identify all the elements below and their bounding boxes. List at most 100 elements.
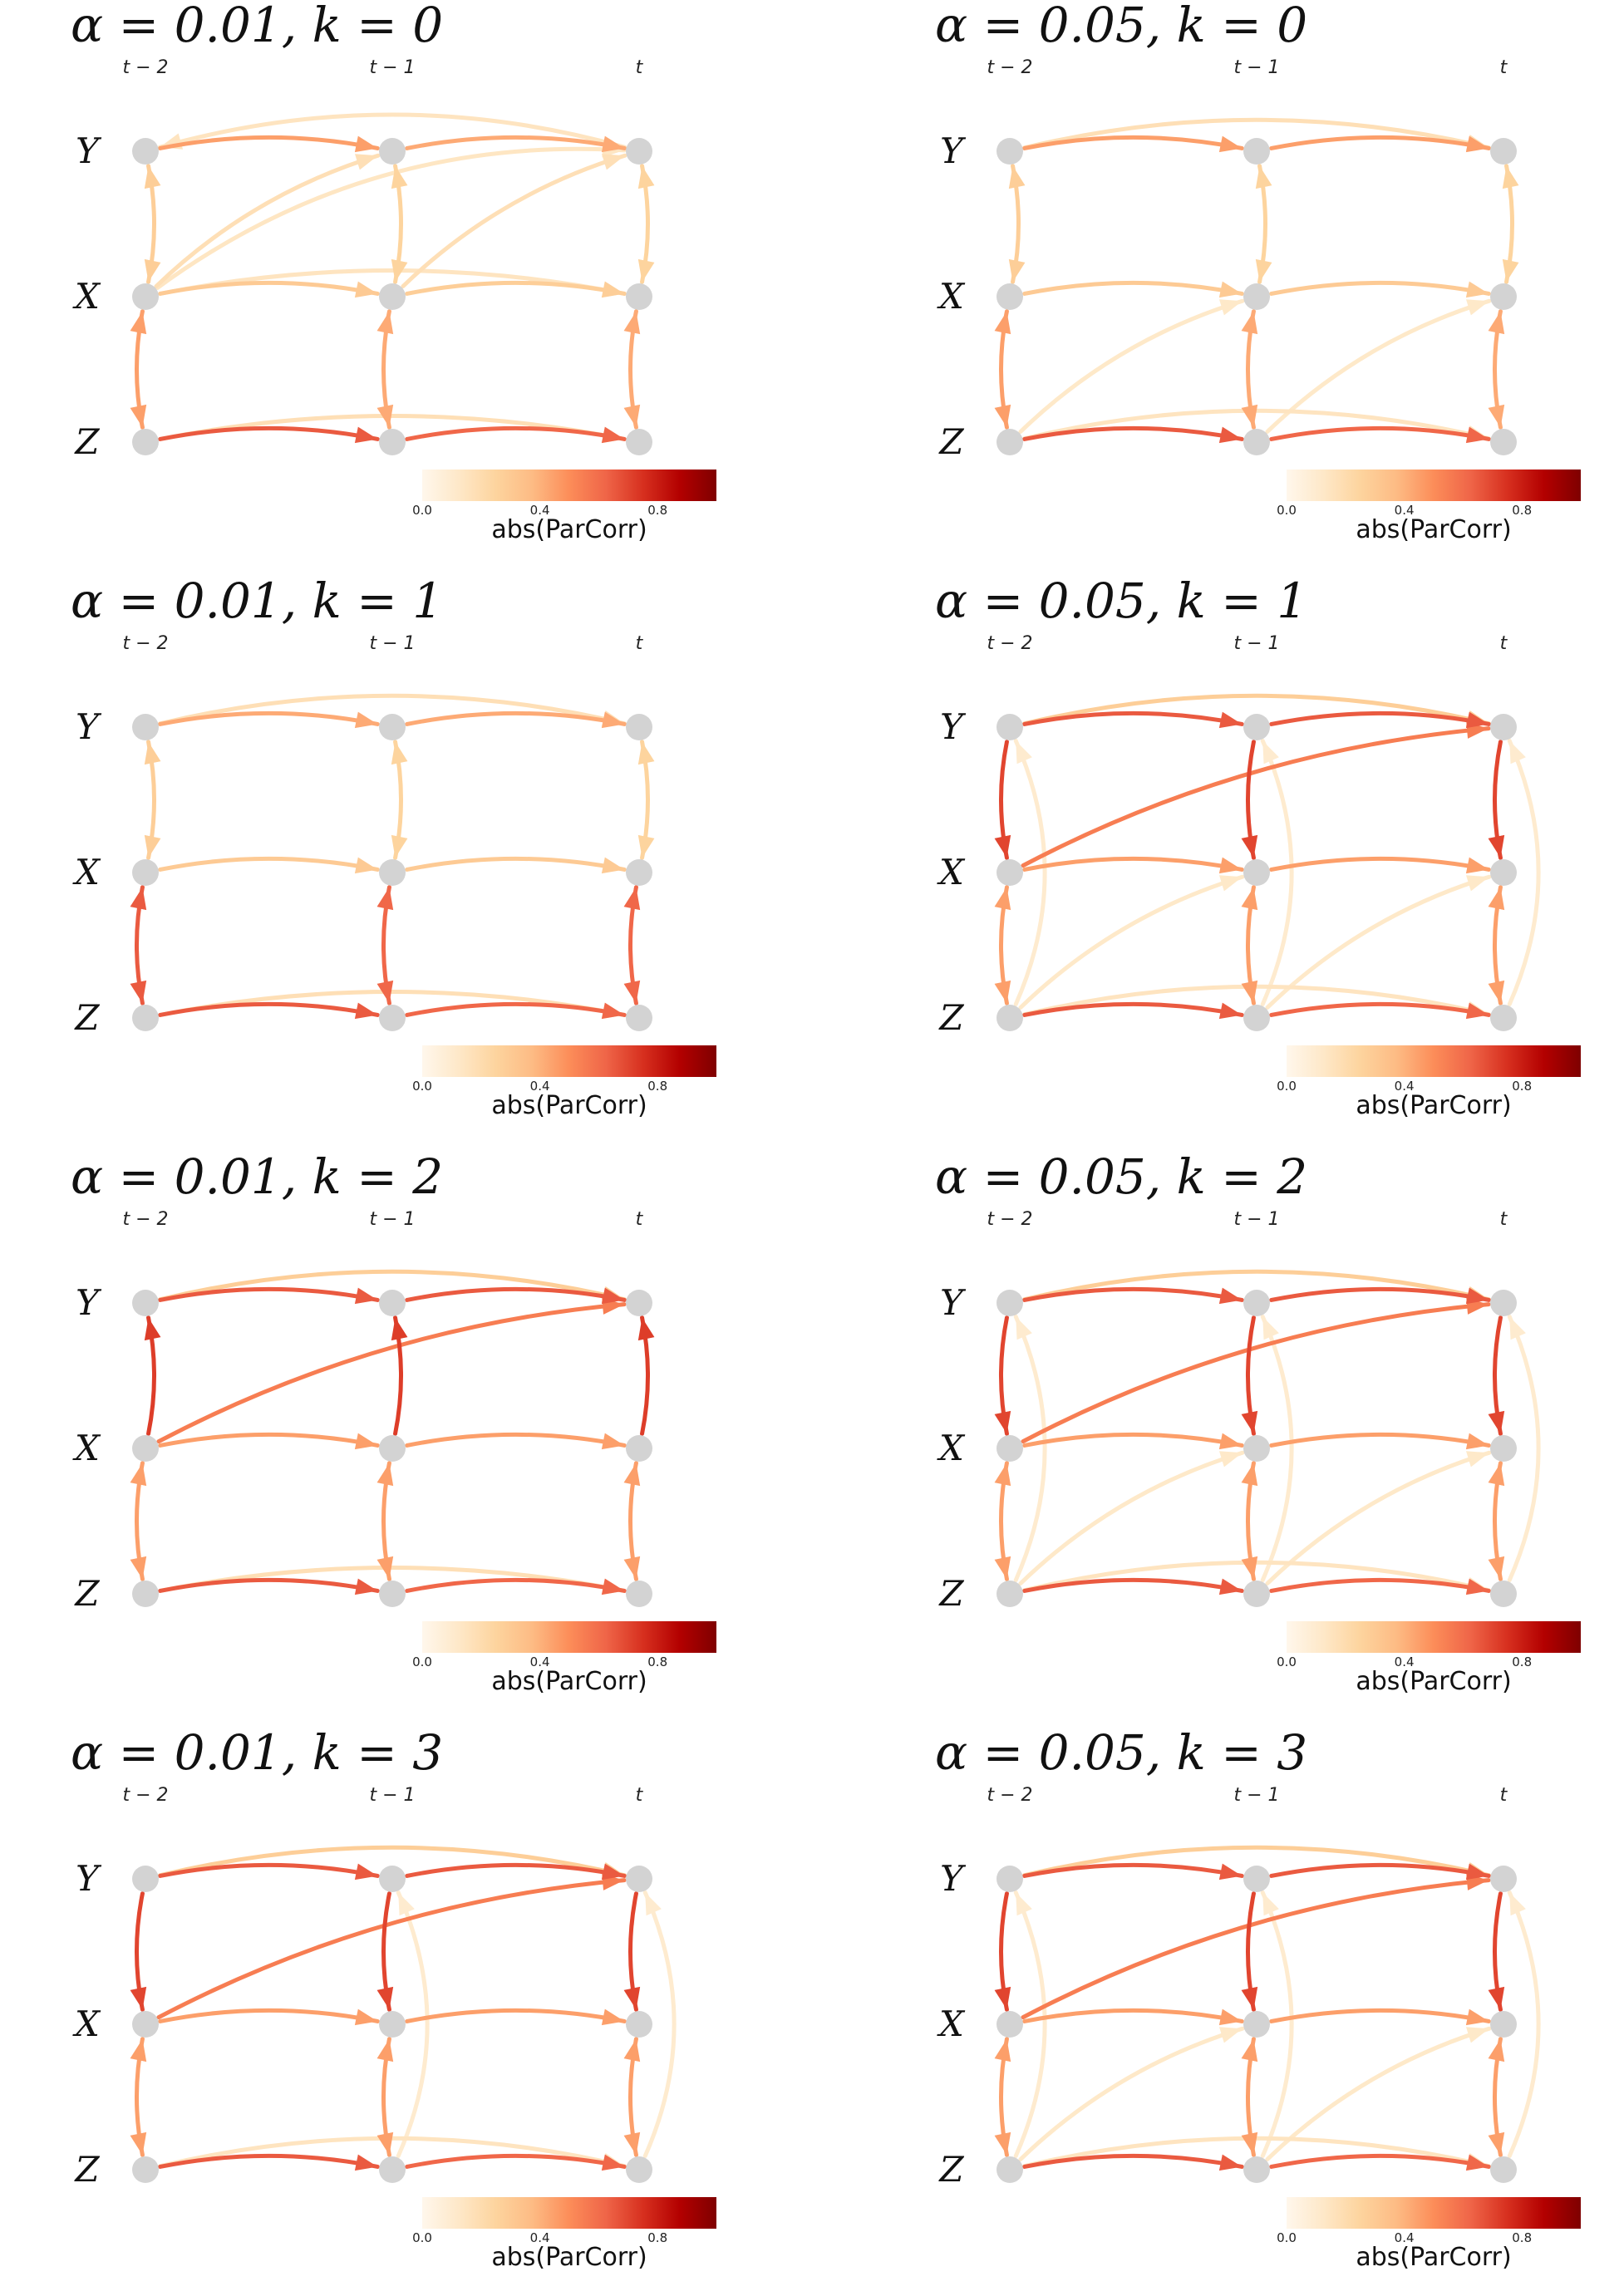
arrow-head (354, 135, 378, 153)
colorbar-tick: 0.4 (530, 2230, 550, 2245)
colorbar-gradient (422, 470, 716, 501)
variable-label: Y (76, 1858, 102, 1899)
colorbar-label: abs(ParCorr) (491, 2243, 647, 2272)
panel-alpha-0.01-k-2: α = 0.01, k = 2 t − 2 t − 1 t Y X Z 0.0 0.4 0.8ab… (71, 1148, 716, 1696)
arrow-head (376, 980, 394, 1004)
arrow-head (376, 311, 394, 335)
node-Z-2 (1490, 1005, 1517, 1031)
arrow-head (376, 1556, 394, 1580)
node-Z-1 (379, 429, 406, 455)
arrow-head (601, 426, 625, 444)
arrow-head (601, 1863, 625, 1881)
arrow-head (391, 258, 408, 283)
variable-label: Y (76, 706, 102, 747)
node-X-0 (132, 2011, 159, 2038)
arrow-head (1488, 2131, 1505, 2156)
link-Y0-Y2 (1022, 117, 1491, 150)
variable-label: X (72, 1428, 101, 1468)
panel-title: α = 0.01, k = 1 (71, 573, 443, 629)
variable-label: X (72, 2003, 101, 2044)
arrow-head (623, 887, 641, 911)
arrow-head (1008, 258, 1026, 283)
variable-label: X (72, 852, 101, 892)
time-label: t − 2 (122, 1785, 168, 1806)
panel-alpha-0.05-k-2: α = 0.05, k = 2 t − 2 t − 1 t Y X Z 0.0 0.4 0.8ab… (935, 1148, 1581, 1696)
arrow-head (1488, 980, 1505, 1004)
arrow-head (1218, 1863, 1243, 1881)
time-label: t − 2 (122, 57, 168, 78)
time-label: t − 2 (122, 633, 168, 654)
link-X0-X1 (1022, 2008, 1244, 2023)
node-Y-0 (996, 1866, 1023, 1892)
colorbar-tick: 0.4 (530, 1654, 550, 1669)
colorbar-tick: 0.8 (1512, 1079, 1532, 1094)
node-X-0 (996, 859, 1023, 886)
node-Z-1 (1243, 429, 1270, 455)
arrow-head (1241, 1986, 1258, 2010)
variable-label: Z (937, 997, 964, 1038)
link-Z0-Z2 (1022, 2136, 1491, 2169)
link-Z0-X1 (1018, 2026, 1245, 2161)
arrow-head (601, 281, 625, 298)
arrow-head (354, 1433, 378, 1450)
arrow-head (1465, 875, 1489, 892)
link-Z0-Z1 (158, 2153, 380, 2169)
colorbar-tick: 0.8 (647, 1654, 667, 1669)
arrow-head (1241, 311, 1258, 335)
variable-label: Y (76, 1282, 102, 1323)
arrow-head (130, 404, 147, 428)
variable-label: Z (937, 421, 964, 462)
arrow-head (1502, 258, 1519, 283)
node-Y-2 (1490, 1866, 1517, 1892)
arrow-head (1465, 1578, 1489, 1595)
links (130, 112, 655, 444)
link-Z0-X1 (1018, 1450, 1245, 1586)
node-Z-2 (1490, 2156, 1517, 2183)
time-label: t (1500, 1785, 1508, 1806)
arrow-head (994, 2131, 1011, 2156)
link-Z1-X2 (1265, 874, 1492, 1010)
arrow-head (1262, 1316, 1279, 1340)
colorbar-tick: 0.0 (412, 1079, 432, 1094)
links (130, 1845, 677, 2171)
node-X-0 (132, 283, 159, 310)
time-label: t − 1 (369, 633, 415, 654)
link-Y1-Y2 (1269, 1286, 1491, 1302)
node-Y-1 (379, 138, 406, 165)
node-Y-0 (132, 138, 159, 165)
arrow-head (601, 857, 625, 874)
colorbar-gradient (422, 1621, 716, 1653)
arrow-head (1488, 1556, 1505, 1580)
link-Y0-Y1 (158, 1286, 380, 1302)
link-X0-X1 (1022, 280, 1244, 296)
colorbar-tick: 0.8 (1512, 503, 1532, 518)
nodes (996, 1290, 1517, 1607)
node-Y-1 (1243, 1866, 1270, 1892)
link-Y0-Y2 (1022, 693, 1491, 726)
link-Z0-Z1 (1022, 1001, 1244, 1017)
arrow-head (130, 2131, 147, 2156)
arrow-head (1488, 834, 1505, 858)
colorbar-label: abs(ParCorr) (491, 1091, 647, 1120)
arrow-head (130, 2038, 147, 2062)
colorbar-label: abs(ParCorr) (1356, 515, 1511, 544)
link-X0-X1 (158, 2008, 380, 2023)
arrow-head (1218, 135, 1243, 153)
arrow-head (1218, 1433, 1243, 1450)
link-X1-X2 (405, 280, 627, 296)
arrow-head (601, 1002, 625, 1020)
colorbar-tick: 0.0 (412, 1654, 432, 1669)
arrow-head (1241, 834, 1258, 858)
arrow-head (354, 1863, 378, 1881)
arrow-head (130, 1986, 147, 2010)
arrow-head (354, 857, 378, 874)
arrow-head (391, 165, 408, 189)
colorbar-tick: 0.4 (1395, 503, 1415, 518)
arrow-head (1465, 135, 1489, 153)
arrow-head (376, 887, 394, 911)
arrow-head (1465, 1451, 1489, 1468)
link-Z0-Z1 (1022, 425, 1244, 441)
colorbar-tick: 0.0 (1277, 2230, 1297, 2245)
node-X-1 (379, 1435, 406, 1462)
time-label: t (636, 1785, 644, 1806)
